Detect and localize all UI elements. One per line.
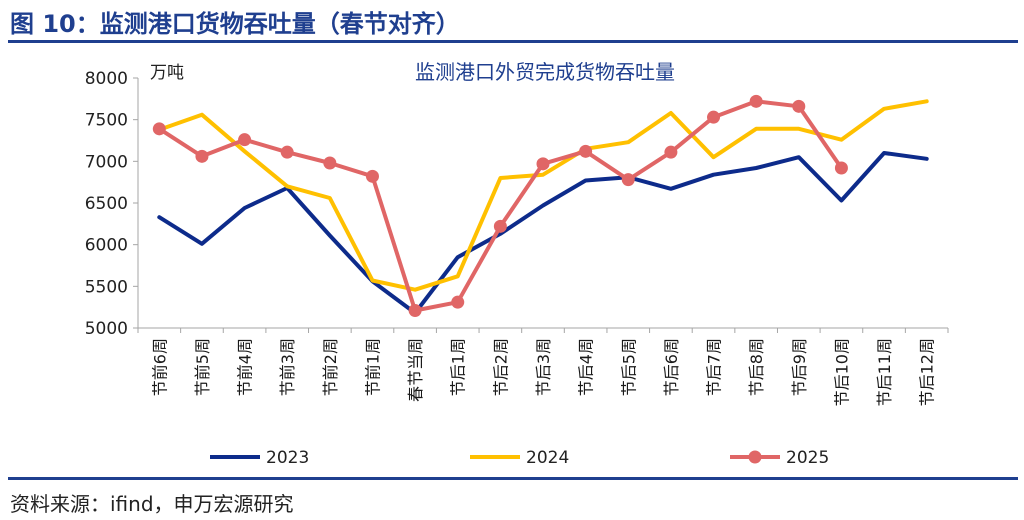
figure-title: 图 10：监测港口货物吞吐量（春节对齐） xyxy=(10,10,460,38)
legend-label: 2023 xyxy=(266,448,309,468)
data-point-2025 xyxy=(621,173,635,187)
x-tick-label: 春节当周 xyxy=(406,338,425,402)
data-point-2025 xyxy=(451,295,465,309)
data-point-2025 xyxy=(707,110,721,124)
y-axis: 5000 5500 6000 6500 7000 7500 8000 xyxy=(85,69,139,339)
x-tick-label: 节前1周 xyxy=(363,338,382,396)
series-line-2025 xyxy=(157,99,844,313)
data-point-2025 xyxy=(493,219,507,233)
data-point-2025 xyxy=(365,169,379,183)
data-point-2025 xyxy=(280,145,294,159)
x-axis: 节前6周 节前5周 节前4周 节前3周 节前2周 节前1周 春节当周 节后1周 节后2周 节后3周… xyxy=(137,327,949,406)
legend: 2023 2024 2025 xyxy=(210,448,829,468)
x-tick-label: 节后12周 xyxy=(918,338,937,406)
bottom-rule xyxy=(8,477,1018,480)
series-2025 xyxy=(152,94,848,317)
series-layer xyxy=(152,94,929,317)
y-tick-label: 7500 xyxy=(85,111,128,131)
x-tick-label: 节后7周 xyxy=(705,338,724,396)
x-tick-label: 节前6周 xyxy=(150,338,169,396)
data-point-2025 xyxy=(749,94,763,108)
x-tick-label: 节后1周 xyxy=(449,338,468,396)
series-2024 xyxy=(157,99,929,292)
x-tick-label: 节后4周 xyxy=(577,338,596,396)
x-tick-label: 节前5周 xyxy=(193,338,212,396)
x-tick-label: 节后11周 xyxy=(875,338,894,406)
x-tick-label: 节后5周 xyxy=(619,338,638,396)
data-point-2025 xyxy=(238,133,252,147)
y-tick-label: 5000 xyxy=(85,319,128,339)
data-point-2025 xyxy=(664,145,678,159)
data-point-2025 xyxy=(536,157,550,171)
legend-label: 2025 xyxy=(786,448,829,468)
data-point-2025 xyxy=(579,144,593,158)
data-point-2025 xyxy=(323,156,337,170)
x-tick-label: 节后8周 xyxy=(747,338,766,396)
legend-marker xyxy=(748,450,762,464)
y-tick-label: 5500 xyxy=(85,277,128,297)
data-point-2025 xyxy=(792,99,806,113)
legend-item-2023: 2023 xyxy=(210,448,309,468)
series-line-2024 xyxy=(157,99,929,292)
data-point-2025 xyxy=(152,122,166,136)
legend-label: 2024 xyxy=(526,448,569,468)
top-rule xyxy=(8,40,1018,43)
chart-title: 监测港口外贸完成货物吞吐量 xyxy=(415,60,675,84)
x-tick-label: 节后3周 xyxy=(534,338,553,396)
y-tick-label: 7000 xyxy=(85,152,128,172)
x-tick-label: 节前4周 xyxy=(236,338,255,396)
x-tick-label: 节前3周 xyxy=(278,338,297,396)
x-tick-label: 节后2周 xyxy=(491,338,510,396)
x-tick-label: 节后10周 xyxy=(832,338,851,406)
data-point-2025 xyxy=(408,304,422,317)
legend-item-2024: 2024 xyxy=(470,448,569,468)
x-tick-label: 节后6周 xyxy=(662,338,681,396)
data-point-2025 xyxy=(195,149,209,163)
y-tick-label: 6000 xyxy=(85,236,128,256)
y-tick-label: 6500 xyxy=(85,194,128,214)
x-tick-label: 节前2周 xyxy=(321,338,340,396)
y-tick-label: 8000 xyxy=(85,69,128,89)
data-point-2025 xyxy=(834,161,848,175)
x-tick-label: 节后9周 xyxy=(790,338,809,396)
line-chart: 5000 5500 6000 6500 7000 7500 8000 节前6周 节前5周 节前4… xyxy=(85,60,949,468)
legend-item-2025: 2025 xyxy=(730,448,829,468)
y-axis-unit-label: 万吨 xyxy=(150,63,184,83)
source-note: 资料来源：ifind，申万宏源研究 xyxy=(10,492,294,516)
